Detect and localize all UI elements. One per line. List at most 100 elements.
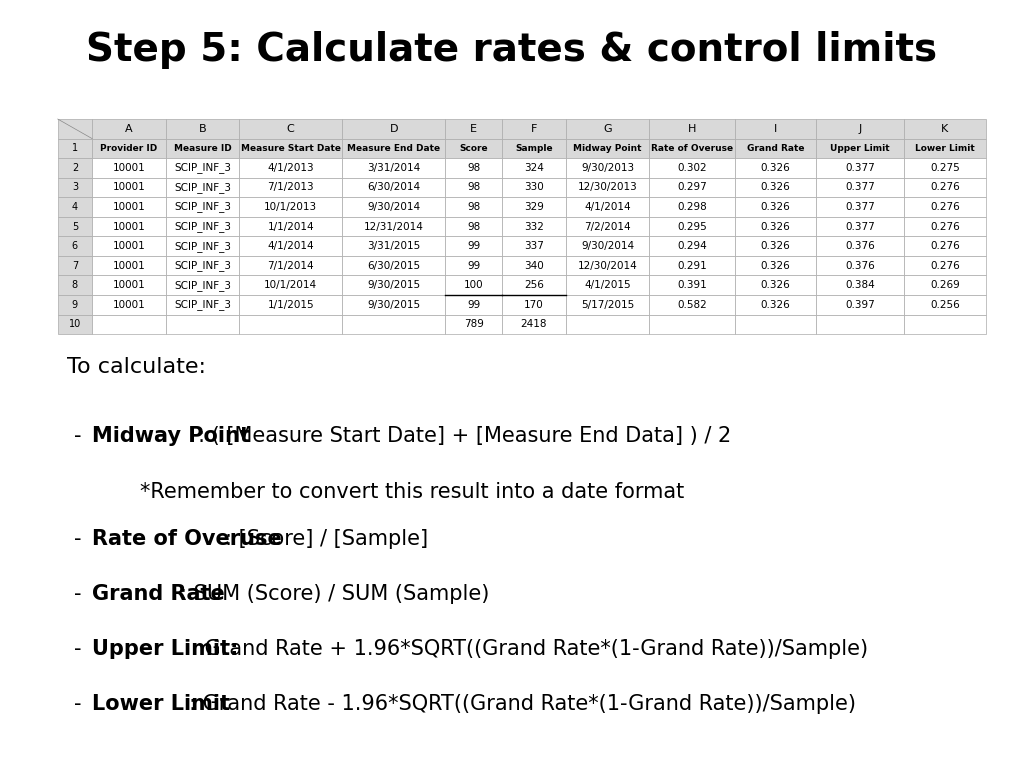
Text: 1/1/2015: 1/1/2015 <box>267 300 314 310</box>
Text: 329: 329 <box>524 202 544 212</box>
Text: 0.377: 0.377 <box>845 221 874 232</box>
Bar <box>566 237 649 256</box>
Bar <box>240 315 342 334</box>
Text: 4/1/2013: 4/1/2013 <box>267 163 314 173</box>
Bar <box>342 295 445 315</box>
Text: 324: 324 <box>524 163 544 173</box>
Text: 0.256: 0.256 <box>930 300 959 310</box>
Bar <box>166 276 240 295</box>
Bar <box>445 177 502 197</box>
Bar <box>92 276 166 295</box>
Bar <box>166 256 240 276</box>
Text: -: - <box>74 584 82 604</box>
Bar <box>816 119 904 138</box>
Text: 330: 330 <box>524 183 544 193</box>
Text: 332: 332 <box>524 221 544 232</box>
Text: 0.276: 0.276 <box>930 241 959 251</box>
Bar <box>57 177 92 197</box>
Text: : SUM (Score) / SUM (Sample): : SUM (Score) / SUM (Sample) <box>180 584 489 604</box>
Bar <box>342 217 445 237</box>
Bar <box>566 295 649 315</box>
Bar <box>649 315 735 334</box>
Bar <box>92 315 166 334</box>
Text: 9/30/2014: 9/30/2014 <box>368 202 420 212</box>
Text: -: - <box>74 639 82 659</box>
Bar <box>904 256 985 276</box>
Bar <box>735 276 816 295</box>
Text: Upper Limit: Upper Limit <box>830 144 890 153</box>
Bar <box>816 315 904 334</box>
Bar <box>57 295 92 315</box>
Bar <box>166 177 240 197</box>
Bar <box>649 295 735 315</box>
Text: 12/30/2014: 12/30/2014 <box>578 260 637 270</box>
Bar <box>57 217 92 237</box>
Text: 0.291: 0.291 <box>678 260 708 270</box>
Bar <box>240 158 342 177</box>
Text: -: - <box>74 528 82 548</box>
Bar <box>502 197 566 217</box>
Text: 9/30/2014: 9/30/2014 <box>581 241 634 251</box>
Bar <box>566 158 649 177</box>
Text: 10001: 10001 <box>113 280 145 290</box>
Text: 4/1/2014: 4/1/2014 <box>267 241 314 251</box>
Text: 98: 98 <box>467 183 480 193</box>
Text: SCIP_INF_3: SCIP_INF_3 <box>174 280 231 290</box>
Text: 0.326: 0.326 <box>761 183 791 193</box>
Text: SCIP_INF_3: SCIP_INF_3 <box>174 260 231 271</box>
Bar <box>166 138 240 158</box>
Text: 3/31/2015: 3/31/2015 <box>367 241 420 251</box>
Bar <box>816 177 904 197</box>
Bar <box>92 256 166 276</box>
Text: 0.294: 0.294 <box>678 241 708 251</box>
Text: 9/30/2015: 9/30/2015 <box>368 280 420 290</box>
Text: 98: 98 <box>467 202 480 212</box>
Bar <box>735 295 816 315</box>
Text: 12/30/2013: 12/30/2013 <box>578 183 637 193</box>
Bar <box>649 177 735 197</box>
Bar <box>735 315 816 334</box>
Text: 98: 98 <box>467 163 480 173</box>
Text: 0.276: 0.276 <box>930 183 959 193</box>
Bar <box>816 138 904 158</box>
Text: To calculate:: To calculate: <box>68 357 207 377</box>
Bar <box>342 276 445 295</box>
Bar <box>57 237 92 256</box>
Text: 0.326: 0.326 <box>761 280 791 290</box>
Bar <box>342 256 445 276</box>
Text: 340: 340 <box>524 260 544 270</box>
Bar <box>240 138 342 158</box>
Bar <box>240 177 342 197</box>
Bar <box>502 158 566 177</box>
Bar <box>735 237 816 256</box>
Text: G: G <box>603 124 611 134</box>
Bar <box>502 119 566 138</box>
Bar <box>904 295 985 315</box>
Text: SCIP_INF_3: SCIP_INF_3 <box>174 221 231 232</box>
Text: 0.326: 0.326 <box>761 163 791 173</box>
Bar <box>502 138 566 158</box>
Bar <box>816 256 904 276</box>
Text: B: B <box>199 124 206 134</box>
Bar <box>57 138 92 158</box>
Text: 4/1/2015: 4/1/2015 <box>584 280 631 290</box>
Bar <box>649 217 735 237</box>
Bar <box>566 138 649 158</box>
Text: 0.397: 0.397 <box>845 300 874 310</box>
Bar <box>502 256 566 276</box>
Text: 0.302: 0.302 <box>678 163 708 173</box>
Bar <box>92 119 166 138</box>
Bar <box>342 315 445 334</box>
Text: 0.384: 0.384 <box>845 280 874 290</box>
Bar <box>904 158 985 177</box>
Text: 0.326: 0.326 <box>761 221 791 232</box>
Bar <box>445 237 502 256</box>
Text: K: K <box>941 124 948 134</box>
Bar <box>57 276 92 295</box>
Text: 0.326: 0.326 <box>761 202 791 212</box>
Text: 10001: 10001 <box>113 300 145 310</box>
Text: Grand Rate: Grand Rate <box>91 584 224 604</box>
Bar <box>240 256 342 276</box>
Text: H: H <box>688 124 696 134</box>
Text: 2418: 2418 <box>520 319 547 329</box>
